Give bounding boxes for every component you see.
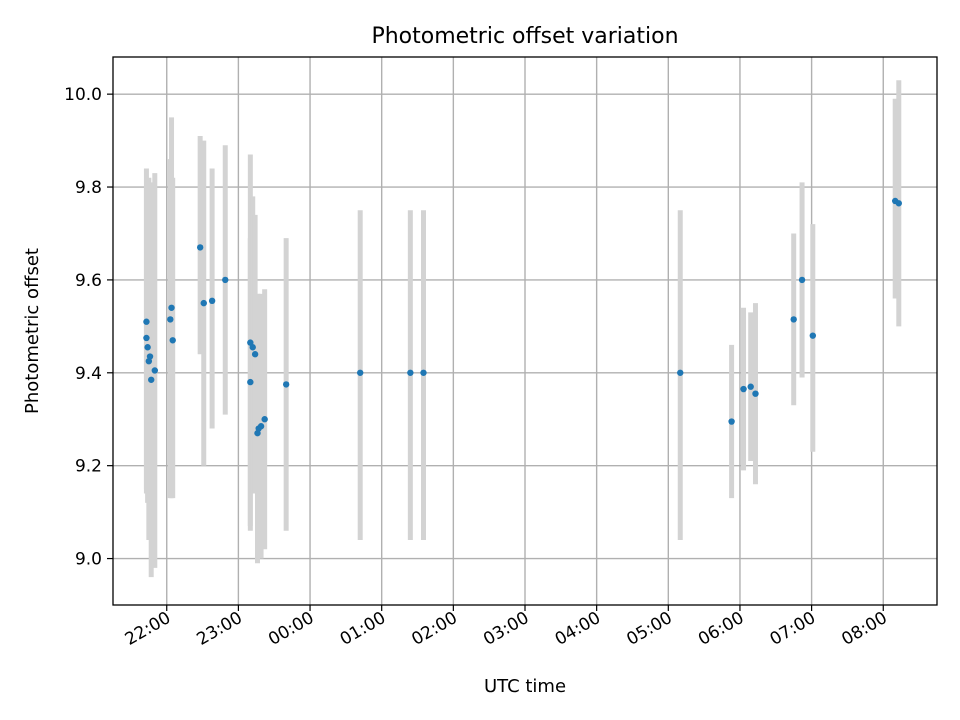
data-point bbox=[257, 423, 265, 430]
data-point bbox=[249, 344, 256, 351]
y-tick-label: 9.6 bbox=[75, 271, 102, 291]
x-tick-label: 03:00 bbox=[480, 608, 532, 650]
data-point bbox=[251, 351, 259, 358]
data-point bbox=[895, 200, 902, 207]
x-tick-label: 06:00 bbox=[695, 608, 747, 650]
data-point bbox=[407, 369, 414, 376]
x-axis: 22:00 23:00 00:00 01:00 02:00 03:00 04:00 05:00… bbox=[122, 605, 891, 650]
data-point bbox=[148, 376, 155, 383]
data-point bbox=[196, 244, 204, 251]
data-point bbox=[143, 318, 150, 325]
x-tick-label: 02:00 bbox=[408, 608, 460, 650]
y-axis: 9.0 9.2 9.4 9.6 9.8 10.0 bbox=[64, 85, 113, 570]
y-tick-label: 9.0 bbox=[75, 550, 102, 570]
data-point bbox=[143, 334, 150, 342]
data-point bbox=[809, 332, 817, 339]
y-tick-label: 9.8 bbox=[75, 178, 102, 198]
data-point bbox=[200, 299, 207, 307]
data-point bbox=[357, 369, 364, 376]
y-axis-label: Photometric offset bbox=[22, 248, 43, 414]
data-point bbox=[790, 316, 797, 323]
data-point bbox=[167, 316, 174, 323]
data-point bbox=[752, 390, 759, 397]
data-point bbox=[420, 369, 427, 376]
grid bbox=[113, 57, 937, 605]
data-point bbox=[144, 344, 151, 351]
x-tick-label: 22:00 bbox=[122, 608, 174, 650]
y-tick-label: 9.2 bbox=[75, 457, 102, 477]
error-bars bbox=[143, 80, 902, 578]
x-tick-label: 04:00 bbox=[552, 608, 604, 650]
x-tick-label: 23:00 bbox=[193, 608, 245, 650]
data-point bbox=[740, 385, 747, 393]
data-points bbox=[143, 197, 902, 437]
data-point bbox=[261, 416, 268, 423]
data-point bbox=[151, 367, 158, 374]
y-tick-label: 9.4 bbox=[75, 364, 102, 384]
y-tick-label: 10.0 bbox=[64, 85, 102, 105]
chart-title: Photometric offset variation bbox=[371, 24, 678, 49]
data-point bbox=[146, 353, 154, 360]
x-axis-label: UTC time bbox=[484, 676, 566, 697]
x-tick-label: 08:00 bbox=[838, 608, 890, 650]
x-tick-label: 00:00 bbox=[265, 608, 317, 650]
data-point bbox=[728, 418, 735, 425]
data-point bbox=[747, 383, 754, 390]
data-point bbox=[247, 378, 254, 386]
x-tick-label: 07:00 bbox=[767, 608, 819, 650]
data-point bbox=[169, 337, 176, 344]
x-tick-label: 01:00 bbox=[337, 608, 389, 650]
data-point bbox=[282, 381, 290, 388]
data-point bbox=[677, 369, 684, 376]
data-point bbox=[798, 276, 806, 284]
x-tick-label: 05:00 bbox=[623, 608, 675, 650]
data-point bbox=[222, 276, 229, 284]
data-point bbox=[168, 304, 175, 311]
data-point bbox=[208, 297, 216, 305]
